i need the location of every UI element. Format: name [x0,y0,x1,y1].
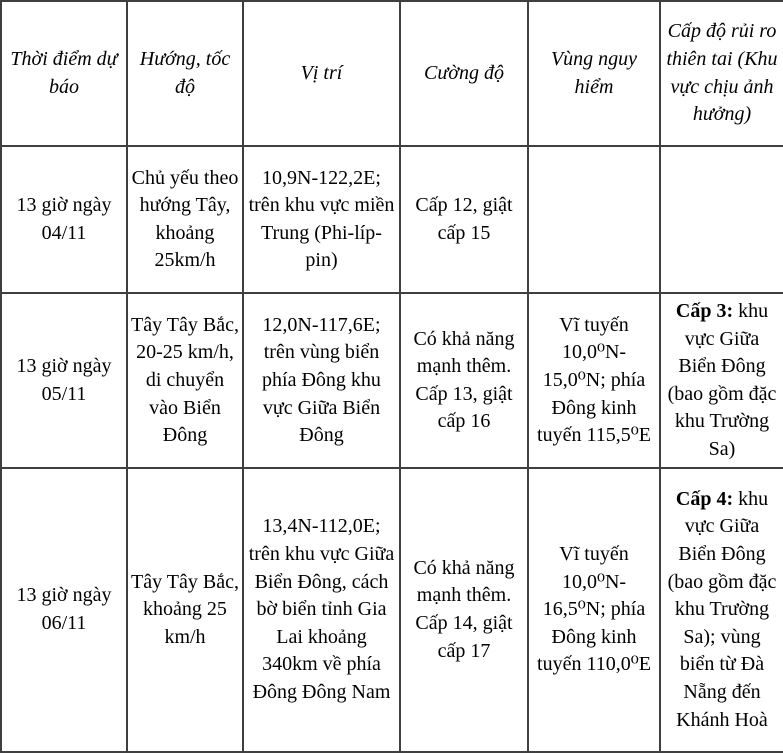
risk-level-grade: Cấp 3: [675,299,734,322]
cell-position: 13,4N-112,0E; trên khu vực Giữa Biển Đôn… [242,467,401,753]
cell-position: 12,0N-117,6E; trên vùng biển phía Đông k… [242,292,401,470]
cell-forecast-time: 13 giờ ngày 06/11 [0,467,128,753]
cell-direction-speed: Tây Tây Bắc, 20-25 km/h, di chuyển vào B… [126,292,244,470]
header-forecast-time: Thời điểm dự báo [0,0,128,147]
header-danger-zone: Vùng nguy hiểm [527,0,661,147]
cell-intensity: Cấp 12, giật cấp 15 [399,144,529,295]
risk-level-description: khu vực Giữa Biển Đông (bao gồm đặc khu … [667,299,777,460]
header-direction-speed: Hướng, tốc độ [126,0,244,147]
header-intensity: Cường độ [399,0,529,147]
cell-forecast-time: 13 giờ ngày 04/11 [0,144,128,295]
cell-danger-zone: Vĩ tuyến 10,0⁰N-16,5⁰N; phía Đông kinh t… [527,467,661,753]
cell-danger-zone: Vĩ tuyến 10,0⁰N-15,0⁰N; phía Đông kinh t… [527,292,661,470]
forecast-row-05-11: 13 giờ ngày 05/11 Tây Tây Bắc, 20-25 km/… [0,292,783,470]
risk-level-description: khu vực Giữa Biển Đông (bao gồm đặc khu … [667,487,777,731]
cell-position: 10,9N-122,2E; trên khu vực miền Trung (P… [242,144,401,295]
cell-forecast-time: 13 giờ ngày 05/11 [0,292,128,470]
header-risk-level: Cấp độ rủi ro thiên tai (Khu vực chịu ản… [659,0,783,147]
forecast-row-04-11: 13 giờ ngày 04/11 Chủ yếu theo hướng Tây… [0,144,783,295]
cell-intensity: Có khả năng mạnh thêm. Cấp 14, giật cấp … [399,467,529,753]
cell-direction-speed: Chủ yếu theo hướng Tây, khoảng 25km/h [126,144,244,295]
cell-risk-level: Cấp 4: khu vực Giữa Biển Đông (bao gồm đ… [659,467,783,753]
cell-danger-zone [527,144,661,295]
header-position: Vị trí [242,0,401,147]
cell-intensity: Có khả năng mạnh thêm. Cấp 13, giật cấp … [399,292,529,470]
forecast-row-06-11: 13 giờ ngày 06/11 Tây Tây Bắc, khoảng 25… [0,467,783,753]
risk-level-grade: Cấp 4: [675,487,734,510]
cell-risk-level: Cấp 3: khu vực Giữa Biển Đông (bao gồm đ… [659,292,783,470]
cell-direction-speed: Tây Tây Bắc, khoảng 25 km/h [126,467,244,753]
cell-risk-level [659,144,783,295]
table-header-row: Thời điểm dự báo Hướng, tốc độ Vị trí Cư… [0,0,783,147]
